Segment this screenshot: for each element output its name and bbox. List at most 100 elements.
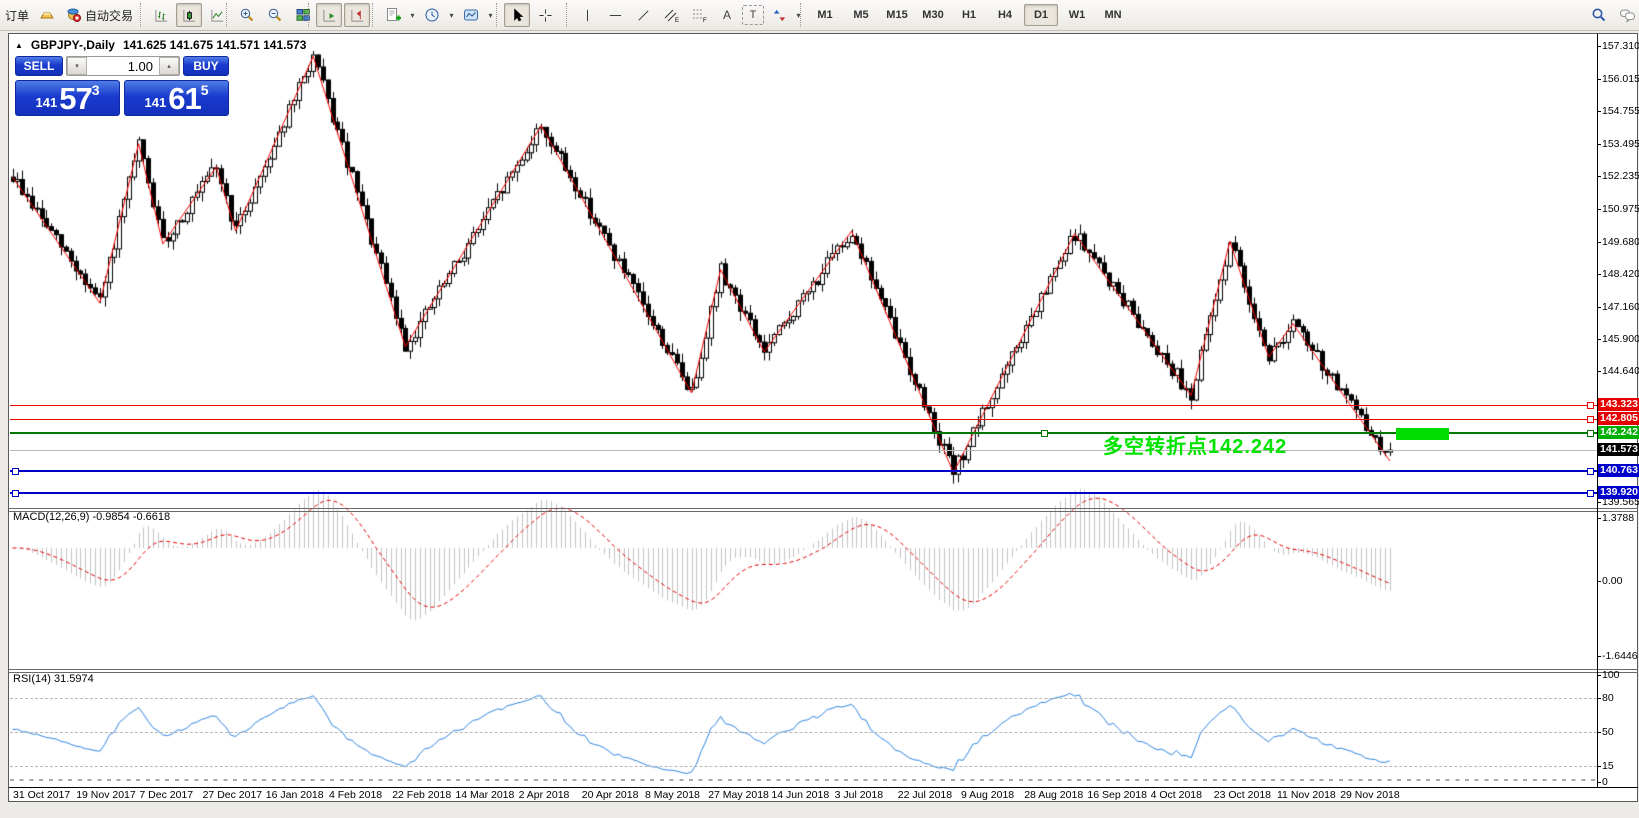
crosshair-button[interactable]	[532, 3, 558, 27]
sell-price-big: 57	[59, 81, 92, 116]
hline-handle-right[interactable]	[1587, 489, 1594, 497]
gold-icon[interactable]	[34, 3, 60, 27]
timeframe-h1-button[interactable]: H1	[961, 9, 977, 21]
tile-windows-button[interactable]	[290, 3, 316, 27]
rsi-axis-label: 0	[1598, 776, 1608, 788]
time-axis-label: 9 Aug 2018	[961, 789, 1015, 801]
rsi-level-15	[10, 766, 1597, 767]
hline-handle-right[interactable]	[1587, 468, 1594, 475]
clock-icon	[425, 8, 439, 22]
pivot-annotation[interactable]: 多空转折点142.242	[1103, 436, 1288, 458]
hline-handle-right[interactable]	[1587, 430, 1594, 437]
search-button[interactable]	[1586, 3, 1612, 27]
timeframe-m1-button[interactable]: M1	[817, 9, 833, 21]
hline-handle-center[interactable]	[1041, 430, 1048, 437]
templates-button[interactable]	[458, 3, 484, 27]
timeframe-d1-button[interactable]: D1	[1024, 4, 1058, 26]
hline-141.573[interactable]	[10, 450, 1597, 452]
buy-price-box[interactable]: 141 61 5	[124, 80, 229, 116]
arrows-dropdown-icon[interactable]: ▾	[796, 10, 801, 20]
zoom-out-button[interactable]	[262, 3, 288, 27]
horizontal-line-button[interactable]	[602, 3, 628, 27]
volume-increase-button[interactable]: ▴	[159, 57, 179, 75]
cursor-button[interactable]	[504, 3, 530, 27]
fibonacci-button[interactable]: F	[686, 3, 712, 27]
hline-handle-left[interactable]	[12, 489, 19, 497]
time-axis-label: 22 Jul 2018	[897, 789, 953, 801]
zoom-in-icon	[240, 8, 254, 22]
time-axis-label: 29 Nov 2018	[1340, 789, 1400, 801]
fibonacci-icon: F	[693, 9, 707, 23]
order-group: 订单 自动交易	[2, 3, 140, 27]
hline-140.763[interactable]	[10, 470, 1597, 472]
zoom-out-icon	[268, 8, 282, 22]
time-axis-label: 27 Dec 2017	[202, 789, 263, 801]
line-chart-button[interactable]	[204, 3, 230, 27]
periods-button[interactable]	[419, 3, 445, 27]
hline-142.805[interactable]	[10, 418, 1597, 420]
price-axis-label: 149.680	[1598, 235, 1639, 248]
tile-windows-icon	[296, 9, 310, 21]
hline-143.323[interactable]	[10, 405, 1597, 407]
timeframe-m30-button[interactable]: M30	[922, 9, 944, 21]
time-axis-label: 7 Dec 2017	[139, 789, 194, 801]
sell-price-box[interactable]: 141 57 3	[15, 80, 120, 116]
search-icon	[1592, 8, 1606, 22]
chart-shift-button[interactable]	[344, 3, 370, 27]
bar-chart-button[interactable]	[148, 3, 174, 27]
chat-button[interactable]	[1614, 3, 1639, 27]
hline-142.242[interactable]	[10, 432, 1597, 434]
equidistant-channel-button[interactable]: E	[658, 3, 684, 27]
timeframe-m15-button[interactable]: M15	[886, 9, 908, 21]
timeframe-mn-button[interactable]: MN	[1104, 9, 1122, 21]
sell-price-main: 141	[35, 95, 58, 110]
trendline-button[interactable]	[630, 3, 656, 27]
price-axis-label: 150.975	[1598, 202, 1639, 215]
volume-input[interactable]	[87, 57, 159, 75]
green-zone-rect[interactable]	[1396, 428, 1449, 440]
new-order-button[interactable]: 订单	[5, 8, 30, 23]
time-axis-label: 16 Sep 2018	[1087, 789, 1147, 801]
price-tag-142.805: 142.805	[1598, 411, 1639, 425]
main-macd-separator[interactable]	[9, 508, 1638, 509]
indicators-button[interactable]	[380, 3, 406, 27]
time-axis-label: 2 Apr 2018	[518, 789, 570, 801]
candlestick-chart-button[interactable]	[176, 3, 202, 27]
buy-button[interactable]: BUY	[183, 56, 229, 76]
timeframe-group: M1 M5 M15 M30 H1 H4 D1 W1 MN	[800, 3, 1130, 27]
volume-decrease-button[interactable]: ▾	[67, 57, 87, 75]
timeframe-m5-button[interactable]: M5	[853, 9, 869, 21]
hline-handle-right[interactable]	[1587, 402, 1594, 410]
one-click-trading-panel: SELL ▾ ▴ BUY 141 57 3 141 61 5	[15, 56, 229, 116]
rsi-level-50	[10, 732, 1597, 733]
indicators-dropdown-icon[interactable]: ▾	[410, 10, 415, 20]
vertical-line-button[interactable]	[574, 3, 600, 27]
text-tool-button[interactable]: A	[714, 3, 740, 27]
periods-dropdown-icon[interactable]: ▾	[449, 10, 454, 20]
autotrading-button[interactable]: 自动交易	[62, 3, 140, 27]
chart-window: 多空转折点142.242 157.310 156.015 154.755 153.49…	[8, 33, 1639, 802]
timeframe-w1-button[interactable]: W1	[1068, 9, 1086, 21]
sell-button[interactable]: SELL	[15, 56, 63, 76]
price-axis-line	[1597, 34, 1598, 787]
chart-shift-icon	[350, 9, 363, 22]
price-axis-label: 147.160	[1598, 300, 1639, 313]
chart-type-group	[140, 3, 230, 27]
price-axis-label: 144.640	[1598, 365, 1639, 378]
auto-scroll-button[interactable]	[316, 3, 342, 27]
rsi-axis-label: 100	[1598, 669, 1620, 681]
collapse-panel-icon[interactable]: ▲	[15, 40, 23, 50]
time-axis-label: 22 Feb 2018	[392, 789, 452, 801]
templates-dropdown-icon[interactable]: ▾	[488, 10, 493, 20]
text-label-button[interactable]: T	[742, 5, 764, 25]
rsi-axis-label: 15	[1598, 760, 1614, 772]
macd-rsi-separator[interactable]	[9, 669, 1638, 670]
hline-handle-left[interactable]	[12, 468, 19, 475]
gold-ingot-icon	[40, 12, 54, 19]
price-chart-canvas[interactable]	[10, 35, 1597, 787]
hline-139.92[interactable]	[10, 491, 1597, 494]
timeframe-h4-button[interactable]: H4	[997, 9, 1013, 21]
zoom-in-button[interactable]	[234, 3, 260, 27]
hline-handle-right[interactable]	[1587, 415, 1594, 423]
arrows-button[interactable]	[766, 3, 792, 27]
